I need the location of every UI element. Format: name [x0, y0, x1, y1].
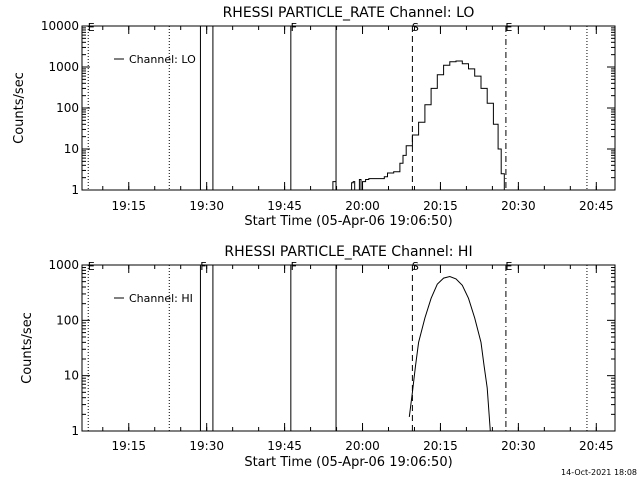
event-marker-label: E [505, 21, 512, 34]
x-axis-title: Start Time (05-Apr-06 19:06:50) [244, 455, 452, 470]
x-tick-label: 20:15 [423, 199, 458, 213]
event-marker-label: F [200, 260, 206, 273]
y-tick-label: 1 [71, 183, 79, 197]
y-tick-label: 100 [56, 313, 79, 327]
legend-label: Channel: LO [129, 53, 196, 66]
event-marker-label: E [88, 260, 95, 273]
x-tick-label: 20:00 [345, 199, 380, 213]
event-marker-label: F [291, 21, 297, 34]
x-tick-label: 19:15 [111, 199, 146, 213]
plot-frame [81, 264, 616, 432]
footer-timestamp: 14-Oct-2021 18:08 [561, 468, 637, 477]
x-tick-label: 20:45 [579, 199, 614, 213]
x-axis-title: Start Time (05-Apr-06 19:06:50) [244, 214, 452, 229]
event-marker-label: E [505, 260, 512, 273]
plot-frame [81, 25, 616, 191]
event-marker-label: E [88, 21, 95, 34]
chart-title: RHESSI PARTICLE_RATE Channel: LO [223, 5, 475, 21]
x-tick-label: 19:15 [111, 439, 146, 453]
panel-lo-channel: RHESSI PARTICLE_RATE Channel: LO 19:15 19:… [12, 5, 616, 229]
y-tick-label: 1 [71, 424, 79, 438]
y-tick-label: 100 [56, 101, 79, 115]
x-tick-label: 19:45 [267, 199, 302, 213]
y-tick-label: 10 [64, 369, 79, 383]
x-tick-label: 20:30 [501, 199, 536, 213]
x-tick-label: 19:30 [189, 439, 224, 453]
x-tick-label: 20:30 [501, 439, 536, 453]
legend-label: Channel: HI [129, 292, 193, 305]
x-tick-label: 20:15 [423, 439, 458, 453]
panel-hi-channel: RHESSI PARTICLE_RATE Channel: HI 19:15 19:… [20, 244, 616, 470]
x-tick-label: 20:00 [345, 439, 380, 453]
x-tick-label: 20:45 [579, 439, 614, 453]
y-tick-label: 1000 [48, 258, 79, 272]
y-tick-label: 10000 [41, 19, 79, 33]
series-line [328, 60, 505, 191]
event-marker-label: F [291, 260, 297, 273]
x-tick-label: 19:30 [189, 199, 224, 213]
y-axis-title: Counts/sec [20, 312, 35, 384]
x-tick-label: 19:45 [267, 439, 302, 453]
y-tick-label: 1000 [48, 60, 79, 74]
event-marker-label: S [412, 21, 419, 34]
y-tick-label: 10 [64, 142, 79, 156]
event-marker-label: S [412, 260, 419, 273]
y-axis-title: Counts/sec [12, 72, 27, 144]
series-line [408, 275, 491, 432]
chart-title: RHESSI PARTICLE_RATE Channel: HI [224, 244, 472, 260]
